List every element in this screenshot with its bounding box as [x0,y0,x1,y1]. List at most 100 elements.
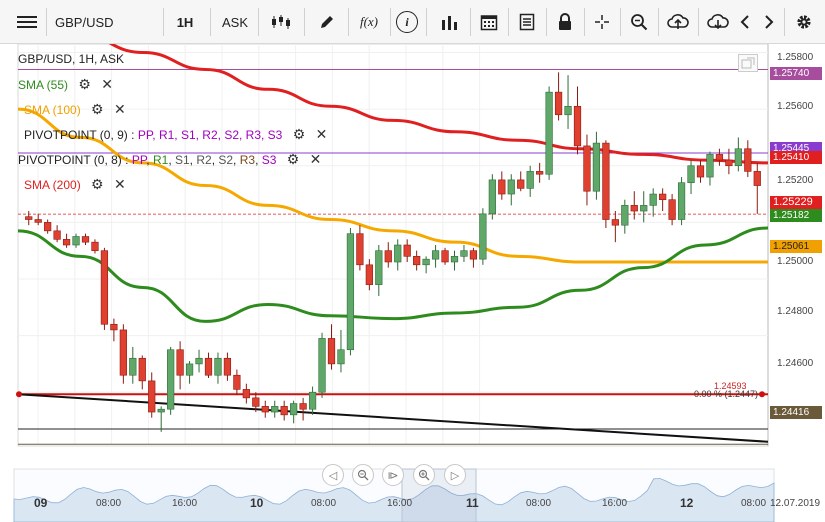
price-tick: 1.25600 [777,101,814,112]
navigator[interactable] [14,469,774,522]
zoom-button[interactable] [624,9,654,35]
sma55-line [17,226,769,323]
price-tick: 1.25200 [777,175,814,186]
price-label-sma200: 1.25410 [770,151,822,164]
candle-body [450,256,459,263]
timeframe-label: 1H [176,14,194,30]
candle-body [536,171,544,175]
price-tick: 1.25800 [777,52,814,63]
candle-body [242,389,250,399]
scroll-left-button[interactable]: ◁ [322,464,344,486]
lock-button[interactable] [550,9,580,35]
plot-frame [17,44,769,447]
crosshair-button[interactable] [588,9,616,35]
gear-icon[interactable]: ⚙ [286,151,300,167]
price-type-button[interactable]: ASK [217,9,253,35]
day-label: 11 [466,496,479,510]
download-button[interactable] [702,9,734,35]
price-chart[interactable] [0,44,825,522]
time-label: 16:00 [387,498,413,509]
document-icon [519,13,535,31]
scroll-right-button[interactable]: ▷ [444,464,466,486]
sma100-line [17,107,768,264]
chart-area[interactable]: GBP/USD, 1H, ASK SMA (55) ⚙ ✕ SMA (100) … [0,44,825,522]
candle-body [384,250,392,263]
time-label: 16:00 [602,498,628,509]
candle-body [659,193,667,201]
candle-body [621,205,629,226]
candle-body [110,323,118,331]
candle-body [413,256,421,266]
price-tick: 1.24600 [777,358,814,369]
time-label: 08:00 [526,498,552,509]
candle-body [592,142,601,192]
expand-button[interactable] [738,54,758,72]
candle-body [422,258,430,266]
gear-icon[interactable]: ⚙ [91,176,104,192]
symbol-label: GBP/USD [55,14,114,30]
gear-icon[interactable]: ⚙ [292,126,306,142]
candle-body [630,205,638,212]
candle-body [81,236,90,243]
close-icon[interactable]: ✕ [101,76,113,92]
gear-icon[interactable]: ⚙ [91,101,104,117]
lock-icon [559,13,571,30]
candle-body [167,349,175,410]
gear-icon[interactable]: ⚙ [78,76,91,92]
chart-title: GBP/USD, 1H, ASK [18,52,125,66]
settings-button[interactable] [792,9,816,35]
next-button[interactable] [760,9,778,35]
candle-body [545,91,553,175]
upload-button[interactable] [662,9,694,35]
candle-body [176,349,184,376]
candle-body [223,357,232,376]
legend-sma100-label: SMA (100) [24,103,81,117]
candle-body [611,219,619,226]
reset-icon: ⧐ [387,469,399,482]
candle-body [53,230,61,240]
info-button[interactable]: i [396,11,418,33]
candle-body [290,403,298,416]
level-anchor [16,391,22,398]
close-icon[interactable]: ✕ [309,151,322,167]
prev-button[interactable] [736,9,754,35]
zoom-out-button[interactable] [352,464,374,486]
candle-body [602,142,610,220]
chart-type-button[interactable] [263,9,299,35]
level-annotation: 1.24593 [714,381,747,391]
price-label-r-pivot: 1.25740 [770,67,822,80]
close-icon[interactable]: ✕ [113,176,126,192]
candle-body [706,154,714,178]
candle-body [195,357,203,365]
timeframe-button[interactable]: 1H [170,9,200,35]
calendar-button[interactable] [474,9,504,35]
price-label-current: 1.25229 [770,196,822,210]
legend-pivot-9: PIVOTPOINT (0, 9) : PP, R1, S1, R2, S2, … [24,126,327,143]
candle-body [479,213,487,260]
close-icon[interactable]: ✕ [315,126,328,142]
time-label: 16:00 [172,498,198,509]
reset-zoom-button[interactable]: ⧐ [382,464,404,486]
draw-tool-button[interactable] [309,9,345,35]
candle-body [526,171,534,189]
candle-body [280,406,288,416]
candle-body [507,179,515,195]
fib-annotation: 0.00 % (1.2447) [694,389,759,399]
news-button[interactable] [512,9,542,35]
time-label: 08:00 [96,498,122,509]
legend-sma55: SMA (55) ⚙ ✕ [18,76,113,93]
candle-body [233,374,241,390]
legend-pivot-8-params: : PP, R1, S1, R2, S2, R3, S3 [125,153,277,167]
indicators-button[interactable]: f(x) [352,9,386,35]
zoom-out-icon [357,469,369,481]
candle-body [327,338,336,365]
volume-button[interactable] [434,9,466,35]
zoom-in-button[interactable] [413,464,435,486]
menu-button[interactable] [12,9,42,35]
candle-body [715,154,724,161]
symbol-selector[interactable]: GBP/USD [55,9,155,35]
price-tick: 1.24800 [777,306,814,317]
candle-body [356,233,364,266]
close-icon[interactable]: ✕ [113,101,126,117]
zoom-icon [631,14,648,31]
